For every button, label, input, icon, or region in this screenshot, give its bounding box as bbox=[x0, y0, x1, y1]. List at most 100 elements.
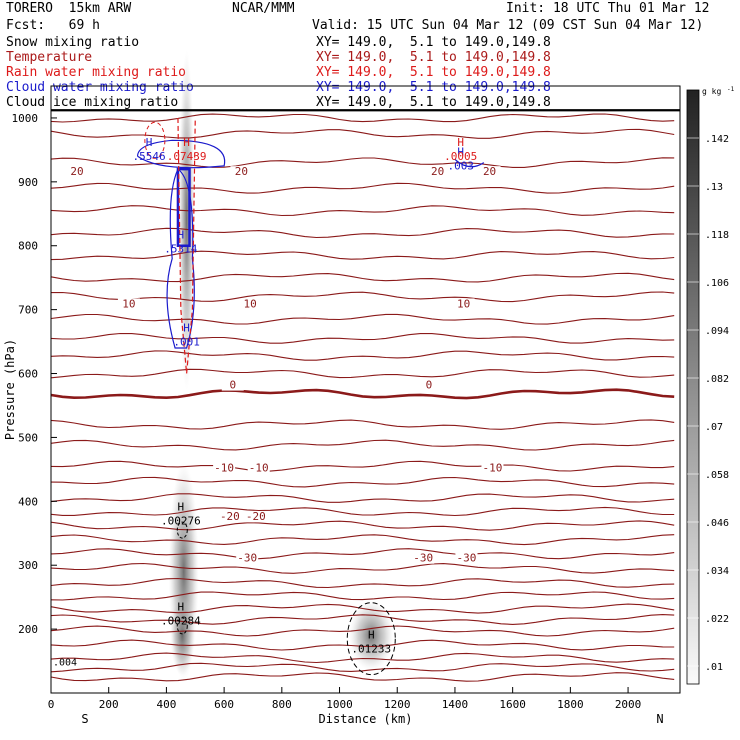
temperature-contour-label: -30 bbox=[457, 552, 477, 565]
temperature-contour-line bbox=[50, 113, 675, 123]
temperature-contour-line bbox=[50, 476, 675, 488]
x-tick-label: 0 bbox=[48, 698, 55, 711]
temperature-contour-line bbox=[50, 250, 675, 261]
temperature-contour-line bbox=[50, 625, 675, 637]
x-tick-label: 600 bbox=[214, 698, 234, 711]
legend-field-xy: XY= 149.0, 5.1 to 149.0,149.8 bbox=[316, 65, 551, 80]
contour-label-bg bbox=[452, 298, 475, 310]
cloud-ice-contour bbox=[346, 602, 396, 676]
y-tick-label: 800 bbox=[18, 240, 38, 253]
x-tick-label: 1000 bbox=[326, 698, 353, 711]
temperature-contour-line bbox=[50, 520, 675, 531]
y-tick-label: 300 bbox=[18, 559, 38, 572]
temperature-contour-line bbox=[50, 332, 675, 344]
colorbar-tick-label: .118 bbox=[705, 230, 729, 241]
colorbar-tick-label: .13 bbox=[705, 182, 723, 193]
temperature-contour-line bbox=[50, 313, 675, 325]
contour-label-bg bbox=[230, 166, 253, 178]
temperature-contour-label: -30 bbox=[413, 552, 433, 565]
colorbar-tick-label: .094 bbox=[705, 326, 729, 337]
temperature-contour-line bbox=[50, 662, 675, 673]
contour-label-bg bbox=[412, 552, 435, 564]
temperature-contour-line bbox=[50, 603, 675, 614]
cloud-water-contour bbox=[136, 139, 226, 169]
temperature-contour-line bbox=[50, 534, 675, 546]
forecast-hour: Fcst: 69 h bbox=[6, 18, 100, 33]
legend-field-name: Temperature bbox=[6, 50, 93, 65]
cloud-water-core-contour bbox=[176, 167, 191, 247]
temperature-contour-label: -30 bbox=[237, 552, 257, 565]
init-time: Init: 18 UTC Thu 01 Mar 12 bbox=[506, 1, 710, 16]
extremum-marker: H bbox=[183, 136, 190, 149]
extremum-value: .07439 bbox=[167, 150, 207, 163]
legend-field-name: Snow mixing ratio bbox=[6, 35, 140, 50]
extremum-value: .5546 bbox=[133, 150, 166, 163]
cloud-ice-contour bbox=[176, 617, 188, 635]
extremum-marker: H bbox=[178, 229, 185, 242]
legend-field-name: Cloud ice mixing ratio bbox=[6, 95, 179, 110]
south-end-label: S bbox=[81, 712, 88, 726]
y-tick-label: 600 bbox=[18, 368, 38, 381]
extremum-marker: H bbox=[146, 136, 153, 149]
temperature-contour-line bbox=[50, 493, 675, 503]
x-axis-label: Distance (km) bbox=[319, 712, 413, 726]
temperature-contour-line bbox=[50, 639, 675, 651]
model-title: TORERO 15km ARW bbox=[6, 1, 132, 16]
temperature-contour-line bbox=[50, 388, 675, 400]
extremum-marker: H bbox=[368, 629, 375, 642]
colorbar-tick-label: .022 bbox=[705, 614, 729, 625]
extremum-value: .01233 bbox=[351, 643, 391, 656]
temperature-contour-label: 20 bbox=[431, 165, 444, 178]
north-end-label: N bbox=[656, 712, 663, 726]
y-tick-label: 1000 bbox=[12, 112, 39, 125]
temperature-contour-label: 20 bbox=[70, 165, 83, 178]
temperature-contour-label: -10 bbox=[249, 462, 269, 475]
center-title: NCAR/MMM bbox=[232, 1, 295, 16]
contour-label-bg bbox=[221, 379, 244, 391]
temperature-contour-line bbox=[50, 672, 675, 682]
snow-mixing-shading bbox=[168, 50, 394, 682]
temperature-contour-label: 20 bbox=[235, 165, 248, 178]
colorbar: .142 .13 .118 .106 .094 .082 .07 .058 .046 .034 .0… bbox=[686, 86, 735, 685]
contour-label-bg bbox=[117, 298, 140, 310]
plot-axes: 0 200 400 600 800 1000 1200 1400 1600 1800 2000200… bbox=[3, 85, 681, 726]
colorbar-tick-label: .082 bbox=[705, 374, 729, 385]
temperature-contour-line bbox=[50, 368, 675, 379]
y-tick-label: 900 bbox=[18, 176, 38, 189]
temperature-contour-label: 10 bbox=[457, 297, 470, 310]
temperature-contour-line bbox=[50, 350, 675, 361]
contour-label-bg bbox=[247, 462, 270, 474]
legend-field-xy: XY= 149.0, 5.1 to 149.0,149.8 bbox=[316, 95, 551, 110]
temperature-contour-label: -10 bbox=[483, 462, 503, 475]
temperature-contour-line bbox=[50, 439, 675, 451]
temperature-contour-line bbox=[50, 506, 675, 517]
extremum-marker: H bbox=[457, 136, 464, 149]
temperature-contour-label: -20 bbox=[220, 510, 240, 523]
colorbar-unit: g kg bbox=[702, 87, 721, 96]
contour-label-bg bbox=[236, 552, 259, 564]
temperature-contour-label: 0 bbox=[426, 379, 433, 392]
contour-labels: -30 -30 -30 -20 -20 -10 -10 -10 0 0 10 10 10 20 20 20 20… bbox=[65, 136, 504, 656]
contour-label-bg bbox=[478, 166, 501, 178]
temperature-contour-line bbox=[50, 291, 675, 303]
temperature-contour-label: 0 bbox=[229, 379, 236, 392]
x-tick-label: 1200 bbox=[384, 698, 411, 711]
contour-label-bg bbox=[244, 511, 267, 523]
cloud-water-contour bbox=[454, 159, 485, 168]
contour-label-bg bbox=[218, 511, 241, 523]
x-tick-label: 1600 bbox=[499, 698, 526, 711]
extremum-marker: H bbox=[183, 321, 190, 334]
contour-label-bg bbox=[239, 298, 262, 310]
cloud-ice-contour bbox=[176, 521, 188, 539]
x-tick-label: 800 bbox=[272, 698, 292, 711]
legend-field-name: Rain water mixing ratio bbox=[6, 65, 187, 80]
colorbar-tick-label: .046 bbox=[705, 518, 729, 529]
x-tick-label: 400 bbox=[156, 698, 176, 711]
colorbar-unit-exponent: -1 bbox=[727, 86, 735, 93]
x-tick-label: 1400 bbox=[442, 698, 469, 711]
extremum-value: .00276 bbox=[161, 514, 201, 527]
extremum-value: .003 bbox=[447, 160, 474, 173]
extremum-value: .001 bbox=[173, 335, 200, 348]
temperature-contour-line bbox=[50, 652, 675, 664]
temperature-contour-line bbox=[50, 562, 675, 574]
